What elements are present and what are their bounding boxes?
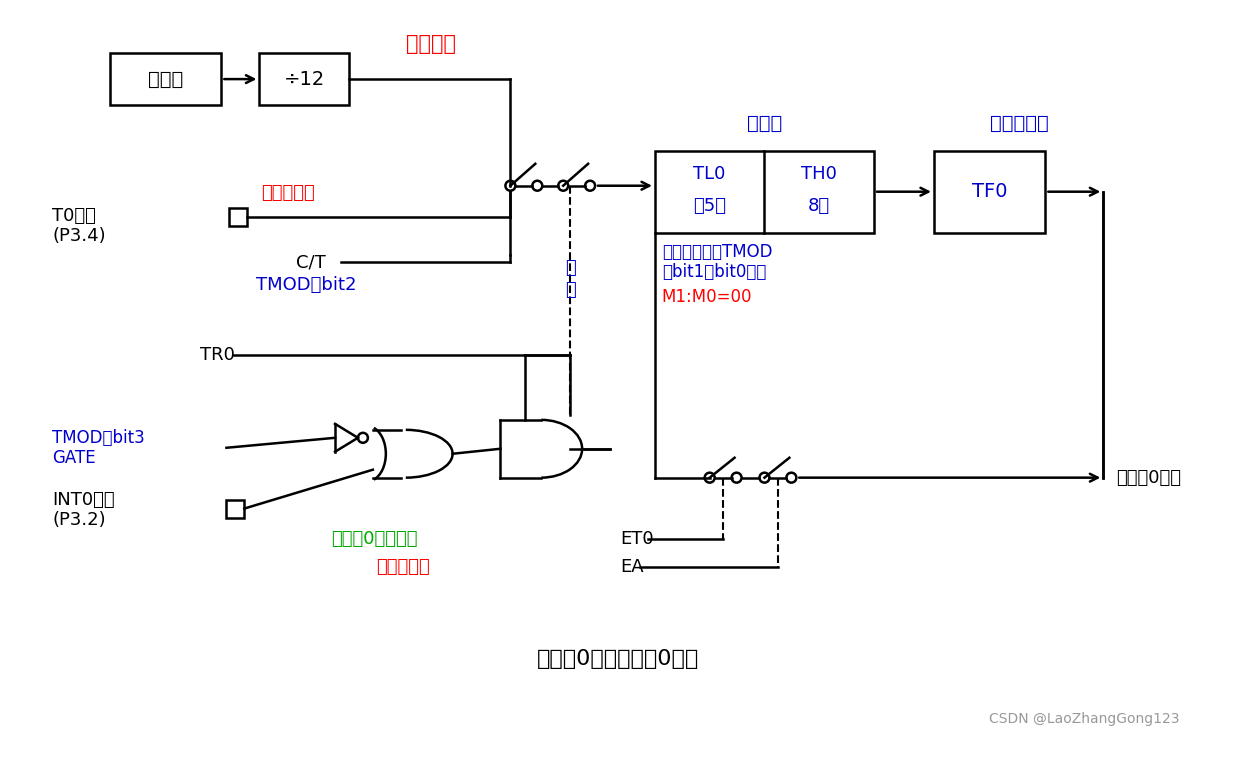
Text: TR0: TR0 <box>199 346 235 364</box>
Text: INT0引脚: INT0引脚 <box>52 491 115 508</box>
Bar <box>230 208 247 225</box>
Text: 定时器0工作在模式0框图: 定时器0工作在模式0框图 <box>536 649 700 669</box>
Text: ET0: ET0 <box>620 531 654 548</box>
Text: 振荡器: 振荡器 <box>148 70 183 88</box>
Text: EA: EA <box>620 558 644 576</box>
Text: GATE: GATE <box>52 449 95 467</box>
Bar <box>655 151 874 232</box>
Text: 计数器: 计数器 <box>747 114 782 132</box>
Text: 计数器时钟: 计数器时钟 <box>261 184 315 201</box>
Text: C/T: C/T <box>297 254 326 271</box>
Text: 8位: 8位 <box>808 198 831 215</box>
Text: M1:M0=00: M1:M0=00 <box>661 288 753 306</box>
Text: 工作方式通过TMOD: 工作方式通过TMOD <box>661 244 772 261</box>
Bar <box>260 53 349 105</box>
Text: 的bit1和bit0选择: 的bit1和bit0选择 <box>661 264 766 281</box>
Text: T0引脚: T0引脚 <box>52 207 96 225</box>
Text: 总中断使能: 总中断使能 <box>376 558 430 576</box>
Text: 动: 动 <box>565 281 576 299</box>
Text: CSDN @LaoZhangGong123: CSDN @LaoZhangGong123 <box>989 712 1179 726</box>
Text: 启: 启 <box>565 259 576 278</box>
Bar <box>110 53 221 105</box>
Text: 系统时钟: 系统时钟 <box>405 35 456 55</box>
Text: 低5位: 低5位 <box>693 198 727 215</box>
Text: TH0: TH0 <box>801 165 837 183</box>
Text: (P3.4): (P3.4) <box>52 227 105 245</box>
Text: TF0: TF0 <box>971 182 1007 201</box>
Text: ÷12: ÷12 <box>283 70 325 88</box>
Text: TL0: TL0 <box>693 165 726 183</box>
Text: TMOD的bit2: TMOD的bit2 <box>256 276 357 295</box>
Bar <box>226 500 245 518</box>
Text: (P3.2): (P3.2) <box>52 511 105 528</box>
Text: 定时器0中断使能: 定时器0中断使能 <box>331 531 418 548</box>
Text: 定时器0中断: 定时器0中断 <box>1116 468 1182 487</box>
Text: 溢出标志位: 溢出标志位 <box>990 114 1049 132</box>
Bar <box>934 151 1046 232</box>
Text: TMOD的bit3: TMOD的bit3 <box>52 429 145 447</box>
